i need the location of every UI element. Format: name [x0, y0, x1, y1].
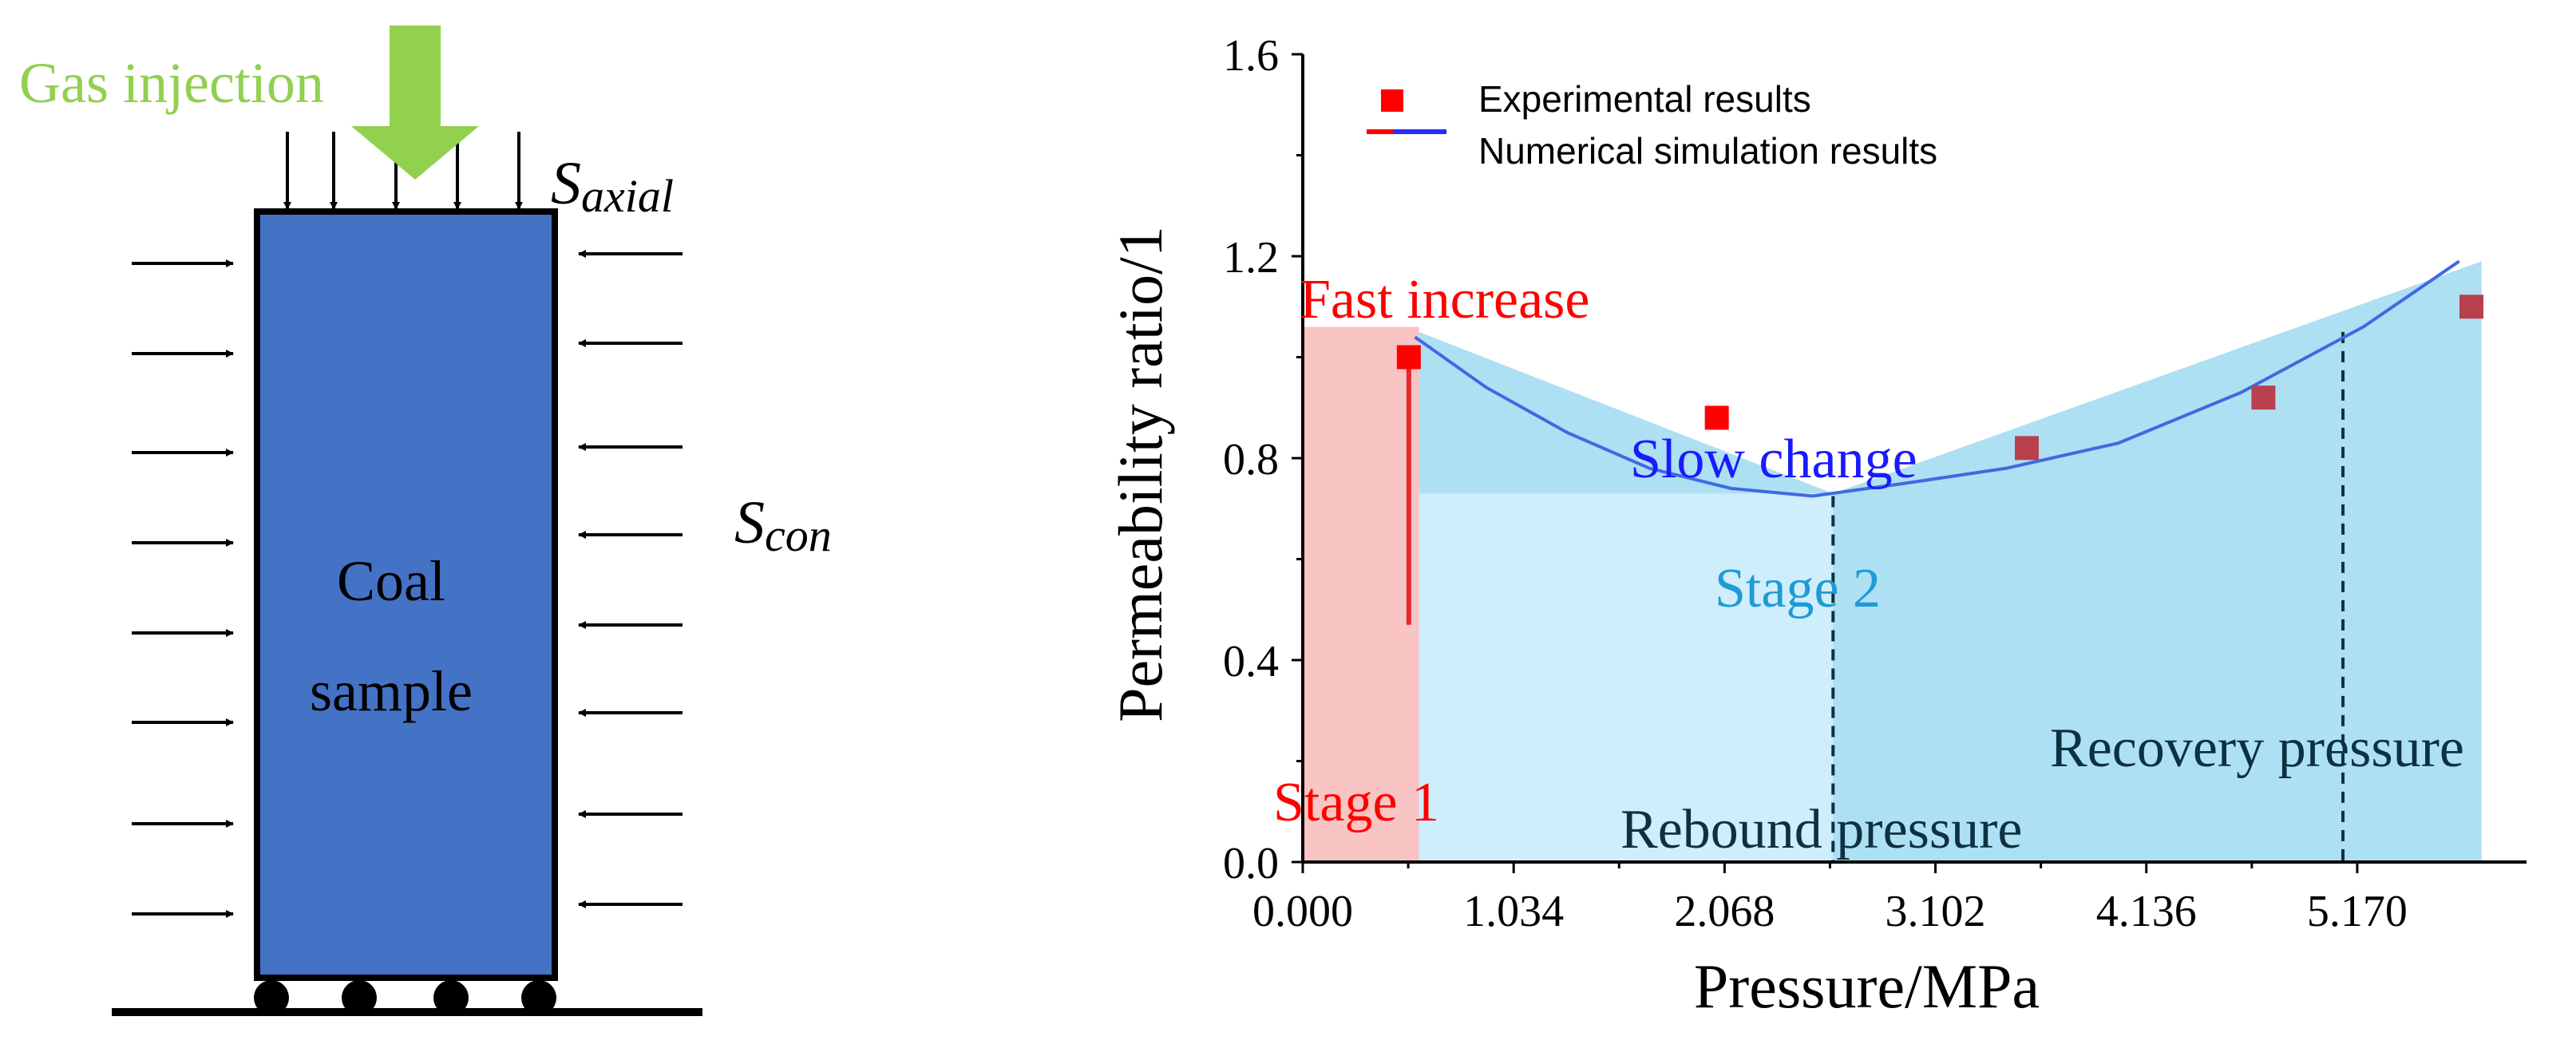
- experimental-point: [1704, 405, 1729, 430]
- gas-injection-label: Gas injection: [19, 51, 324, 115]
- numerical-series-line: [1414, 259, 2460, 498]
- confining-arrows-right: [578, 250, 683, 908]
- y-axis-ticks: 0.0 0.4 0.8 1.2 1.6: [1223, 31, 1303, 888]
- x-tick-label: 5.170: [2307, 887, 2408, 936]
- gas-injection-arrow-icon: [351, 26, 479, 180]
- experimental-point: [1396, 345, 1421, 370]
- legend-experimental-marker: [1381, 89, 1403, 112]
- fast-increase-annotation: Fast increase: [1300, 269, 1589, 330]
- x-tick-label: 4.136: [2096, 887, 2197, 936]
- experimental-point: [2459, 295, 2484, 319]
- y-tick-label: 0.4: [1223, 637, 1279, 686]
- y-tick-label: 0.8: [1223, 435, 1279, 484]
- y-tick-label: 1.6: [1223, 31, 1279, 81]
- legend-numerical-label: Numerical simulation results: [1478, 130, 1937, 172]
- coal-sample-diagram: Coal sample Gas injection Saxial: [19, 26, 832, 1016]
- experimental-point: [2015, 436, 2040, 461]
- slow-change-annotation: Slow change: [1630, 429, 1917, 490]
- axial-stress-label: Saxial: [551, 150, 674, 222]
- y-tick-label: 0.0: [1223, 839, 1279, 888]
- legend-experimental-label: Experimental results: [1478, 78, 1811, 120]
- recovery-pressure-annotation: Recovery pressure: [2050, 718, 2464, 779]
- coal-sample-block: [254, 208, 558, 981]
- stage2-annotation: Stage 2: [1715, 558, 1881, 619]
- y-axis-label: Permeability ratio/1: [1106, 226, 1175, 722]
- x-tick-label: 3.102: [1886, 887, 1986, 936]
- permeability-chart: 0.000 1.034 2.068 3.102 4.136 5.170 0.0 0.4 0.8…: [1106, 31, 2527, 1021]
- stage1-annotation: Stage 1: [1273, 772, 1439, 833]
- y-tick-label: 1.2: [1223, 233, 1279, 283]
- sample-label-line1: Coal: [337, 549, 445, 613]
- confining-stress-label: Scon: [734, 489, 832, 561]
- experimental-series: [1396, 295, 2484, 461]
- x-axis-ticks: 0.000 1.034 2.068 3.102 4.136 5.170: [1252, 862, 2408, 936]
- axial-stress-arrows: [283, 132, 523, 210]
- sample-label-line2: sample: [310, 659, 473, 723]
- roller: [433, 980, 469, 1015]
- roller: [521, 980, 556, 1015]
- experimental-point: [2251, 386, 2276, 410]
- confining-arrows-left: [132, 259, 234, 918]
- stage2-inner-region: [1419, 493, 1834, 862]
- legend: Experimental results Numerical simulatio…: [1367, 78, 1937, 172]
- roller: [342, 980, 377, 1015]
- x-tick-label: 0.000: [1252, 887, 1353, 936]
- x-tick-label: 2.068: [1674, 887, 1775, 936]
- rebound-pressure-annotation: Rebound pressure: [1620, 799, 2023, 860]
- stage1-region: [1303, 326, 1419, 862]
- x-axis-label: Pressure/MPa: [1694, 951, 2040, 1021]
- roller: [254, 980, 289, 1015]
- x-tick-label: 1.034: [1463, 887, 1564, 936]
